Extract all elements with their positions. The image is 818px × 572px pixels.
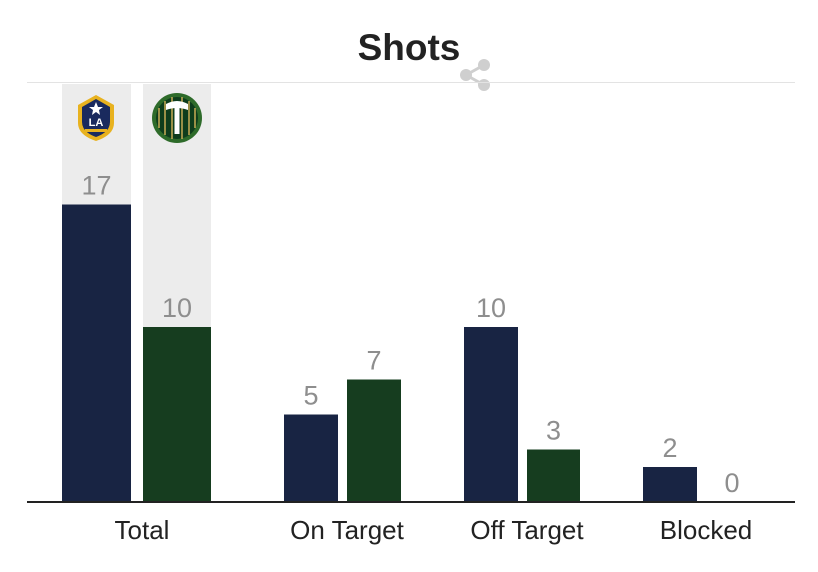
bar-blocked-team1 bbox=[643, 467, 697, 502]
category-labels: Total On Target Off Target Blocked bbox=[115, 515, 753, 545]
value-label: 2 bbox=[662, 433, 677, 463]
value-label: 10 bbox=[476, 293, 506, 323]
bars bbox=[62, 204, 697, 502]
bar-on-target-team1 bbox=[284, 414, 338, 502]
category-label: Off Target bbox=[470, 515, 584, 545]
bar-total-team2 bbox=[143, 327, 211, 502]
value-label: 10 bbox=[162, 293, 192, 323]
bar-off-target-team2 bbox=[527, 449, 580, 502]
category-label: On Target bbox=[290, 515, 404, 545]
bar-total-team1 bbox=[62, 204, 131, 502]
value-labels: 17 10 5 7 10 3 2 0 bbox=[81, 171, 739, 499]
value-label: 17 bbox=[81, 171, 111, 201]
chart-title: Shots bbox=[357, 27, 461, 68]
bar-off-target-team1 bbox=[464, 327, 518, 502]
portland-timbers-logo bbox=[152, 93, 202, 143]
bar-on-target-team2 bbox=[347, 379, 401, 502]
svg-text:LA: LA bbox=[89, 117, 104, 129]
value-label: 5 bbox=[303, 381, 318, 411]
value-label: 7 bbox=[366, 346, 381, 376]
category-label: Blocked bbox=[660, 515, 753, 545]
share-icon[interactable] bbox=[458, 56, 492, 104]
category-label: Total bbox=[115, 515, 170, 545]
la-galaxy-logo: LA bbox=[78, 95, 114, 141]
chart-header: Shots bbox=[0, 24, 818, 91]
value-label: 3 bbox=[546, 416, 561, 446]
header-divider bbox=[27, 82, 795, 83]
value-label: 0 bbox=[724, 468, 739, 498]
